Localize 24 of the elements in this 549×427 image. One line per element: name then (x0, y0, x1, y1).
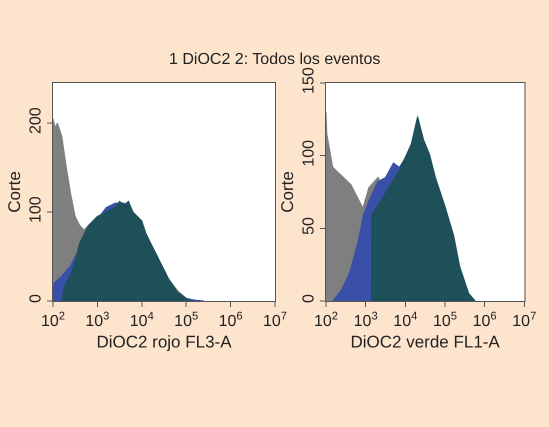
y-tick-label: 200 (28, 107, 45, 134)
y-tick-label: 50 (300, 216, 318, 235)
y-tick-label: 100 (28, 196, 45, 223)
y-tick-label: 0 (28, 294, 45, 304)
x-tick-label: 10$^{6}$ (472, 310, 497, 330)
y-tick-label: 0 (300, 294, 318, 304)
y-axis-title: Corte (278, 171, 298, 213)
x-tick-label: 10$^{4}$ (130, 310, 154, 330)
x-tick-label: 10$^{7}$ (262, 310, 288, 330)
y-tick-label: 150 (300, 67, 318, 94)
x-tick-label: 10$^{4}$ (393, 310, 418, 330)
x-tick-label: 10$^{5}$ (174, 310, 198, 330)
x-tick-label: 10$^{7}$ (512, 310, 536, 330)
x-tick-label: 10$^{2}$ (40, 310, 66, 330)
x-tick-label: 10$^{5}$ (432, 310, 457, 330)
x-tick-label: 10$^{3}$ (85, 310, 110, 330)
x-axis-title: DiOC2 verde FL1-A (350, 332, 500, 352)
x-tick-label: 10$^{3}$ (354, 310, 378, 330)
x-tick-label: 10$^{6}$ (218, 310, 243, 330)
chart-title: 1 DiOC2 2: Todos los eventos (169, 51, 380, 68)
y-axis-title: Corte (5, 171, 24, 213)
x-axis-title: DiOC2 rojo FL3-A (96, 332, 232, 352)
x-tick-label: 10$^{2}$ (314, 310, 338, 330)
y-tick-label: 100 (300, 140, 318, 167)
